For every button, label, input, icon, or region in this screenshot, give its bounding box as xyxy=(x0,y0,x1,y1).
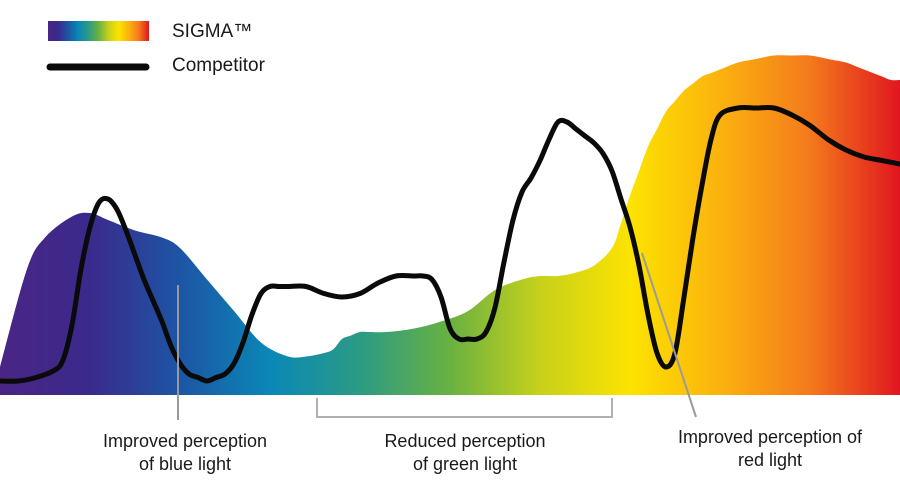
competitor-line xyxy=(0,104,900,384)
sigma-area xyxy=(0,55,900,395)
plot-area xyxy=(0,55,900,395)
annotation-green-line1: Reduced perception xyxy=(384,431,546,451)
bracket-green xyxy=(316,398,613,418)
annotation-lines xyxy=(177,252,697,420)
annotation-blue: Improved perception of blue light xyxy=(70,430,300,476)
leader-line-red xyxy=(641,252,697,418)
annotation-red-line2: red light xyxy=(737,450,803,470)
annotation-green-line2: of green light xyxy=(412,454,518,474)
legend-swatch-sigma xyxy=(48,21,149,41)
annotation-red: Improved perception of red light xyxy=(650,426,890,472)
annotation-blue-line2: of blue light xyxy=(138,454,232,474)
annotation-green: Reduced perception of green light xyxy=(350,430,580,476)
annotation-blue-line1: Improved perception xyxy=(102,431,268,451)
legend-label-sigma: SIGMA™ xyxy=(172,21,253,42)
legend xyxy=(46,21,150,71)
legend-label-competitor: Competitor xyxy=(172,55,265,76)
annotation-red-line1: Improved perception of xyxy=(677,427,863,447)
